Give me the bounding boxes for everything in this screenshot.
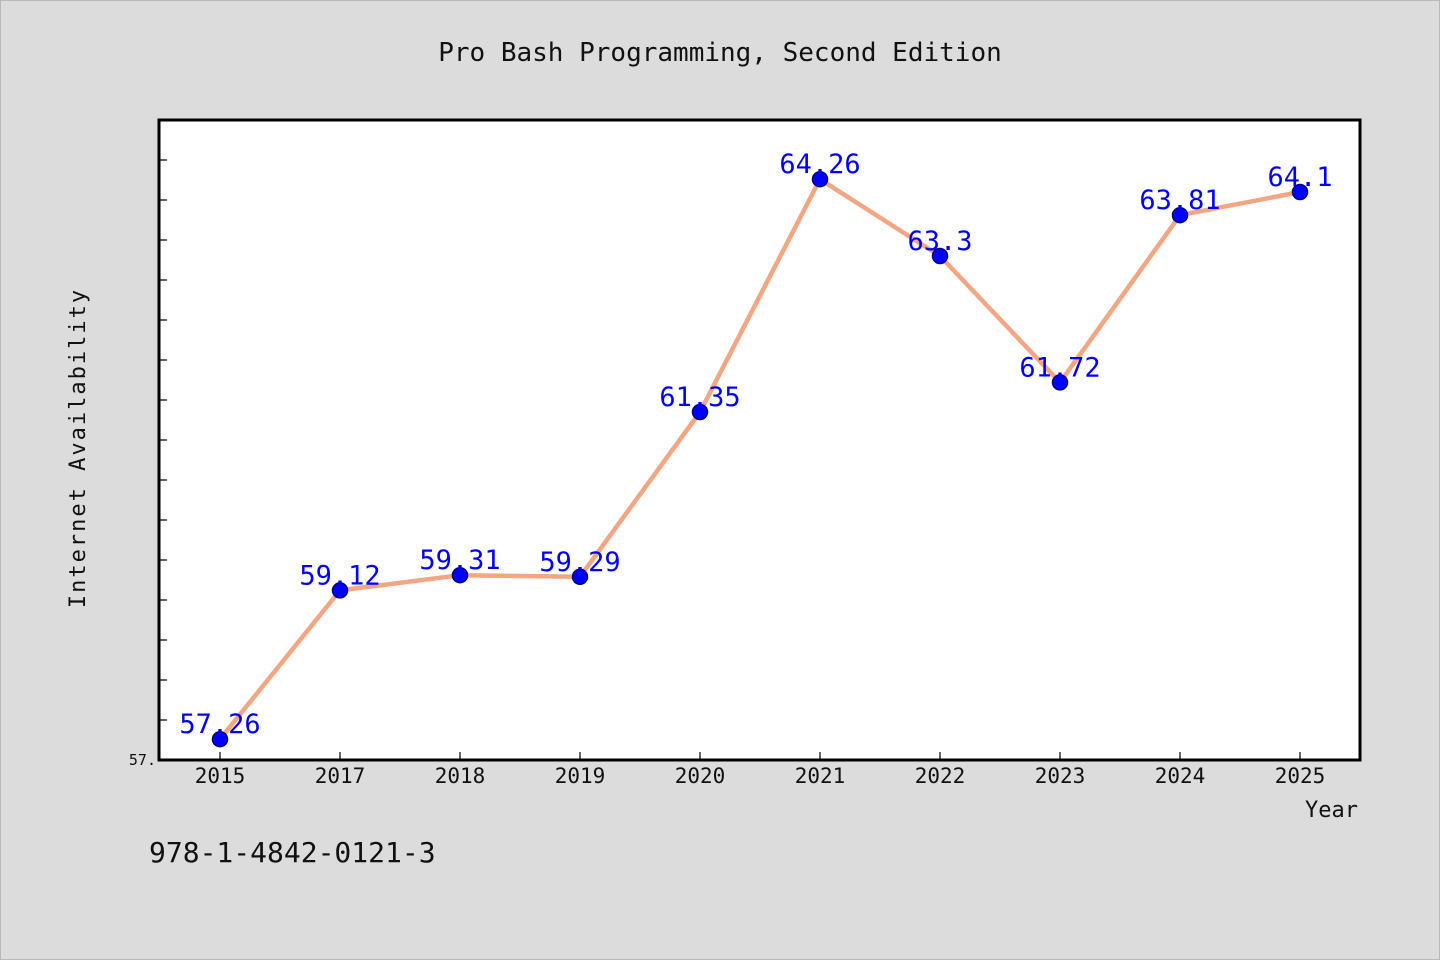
x-tick-label-2015: 2015 <box>195 764 246 788</box>
x-tick-label-2018: 2018 <box>435 764 486 788</box>
chart-title: Pro Bash Programming, Second Edition <box>438 38 1002 68</box>
plot-area <box>157 118 1362 762</box>
marker-2017 <box>331 582 349 599</box>
y-axis-label: Internet Availability <box>66 288 91 608</box>
x-axis-label: Year <box>1305 798 1358 823</box>
x-tick-label-2021: 2021 <box>795 764 846 788</box>
marker-2021 <box>811 170 829 188</box>
data-labels: 57.26 59.12 59.31 59.29 61.35 64.26 63.3 61.72 6… <box>179 149 1332 740</box>
marker-2015 <box>211 730 229 748</box>
data-label-2022: 63.3 <box>907 226 972 257</box>
data-label-2017: 59.12 <box>299 560 380 591</box>
x-tick-label-2017: 2017 <box>315 764 366 788</box>
x-axis-ticks <box>219 752 1301 760</box>
series-line <box>217 176 1303 742</box>
series-markers <box>211 170 1309 748</box>
marker-2023 <box>1051 374 1069 391</box>
data-label-2019: 59.29 <box>539 547 620 578</box>
y-tick-label-0: 57. <box>129 751 156 769</box>
marker-2024 <box>1171 206 1189 224</box>
data-label-2021: 64.26 <box>779 149 860 180</box>
data-label-2025: 64.1 <box>1267 162 1332 193</box>
data-label-2018: 59.31 <box>419 545 500 576</box>
x-tick-label-2023: 2023 <box>1035 764 1086 788</box>
x-tick-label-2020: 2020 <box>675 764 726 788</box>
marker-2018 <box>451 566 469 584</box>
marker-2025 <box>1291 183 1309 201</box>
data-label-2024: 63.81 <box>1139 185 1220 216</box>
marker-2022 <box>931 247 949 265</box>
data-label-2015: 57.26 <box>179 709 260 740</box>
marker-2020 <box>691 403 709 421</box>
y-axis-tick-labels: 57. <box>129 751 156 769</box>
isbn-text: 978-1-4842-0121-3 <box>149 836 436 869</box>
x-tick-label-2019: 2019 <box>555 764 606 788</box>
y-axis-ticks <box>159 119 167 761</box>
marker-2019 <box>571 568 589 586</box>
x-axis-tick-labels: 2015 2017 2018 2019 2020 2021 2022 2023 2024 2025 <box>195 764 1326 788</box>
x-tick-label-2025: 2025 <box>1275 764 1326 788</box>
data-label-2020: 61.35 <box>659 382 740 413</box>
x-tick-label-2022: 2022 <box>915 764 966 788</box>
data-label-2023: 61.72 <box>1019 352 1100 383</box>
x-tick-label-2024: 2024 <box>1155 764 1206 788</box>
